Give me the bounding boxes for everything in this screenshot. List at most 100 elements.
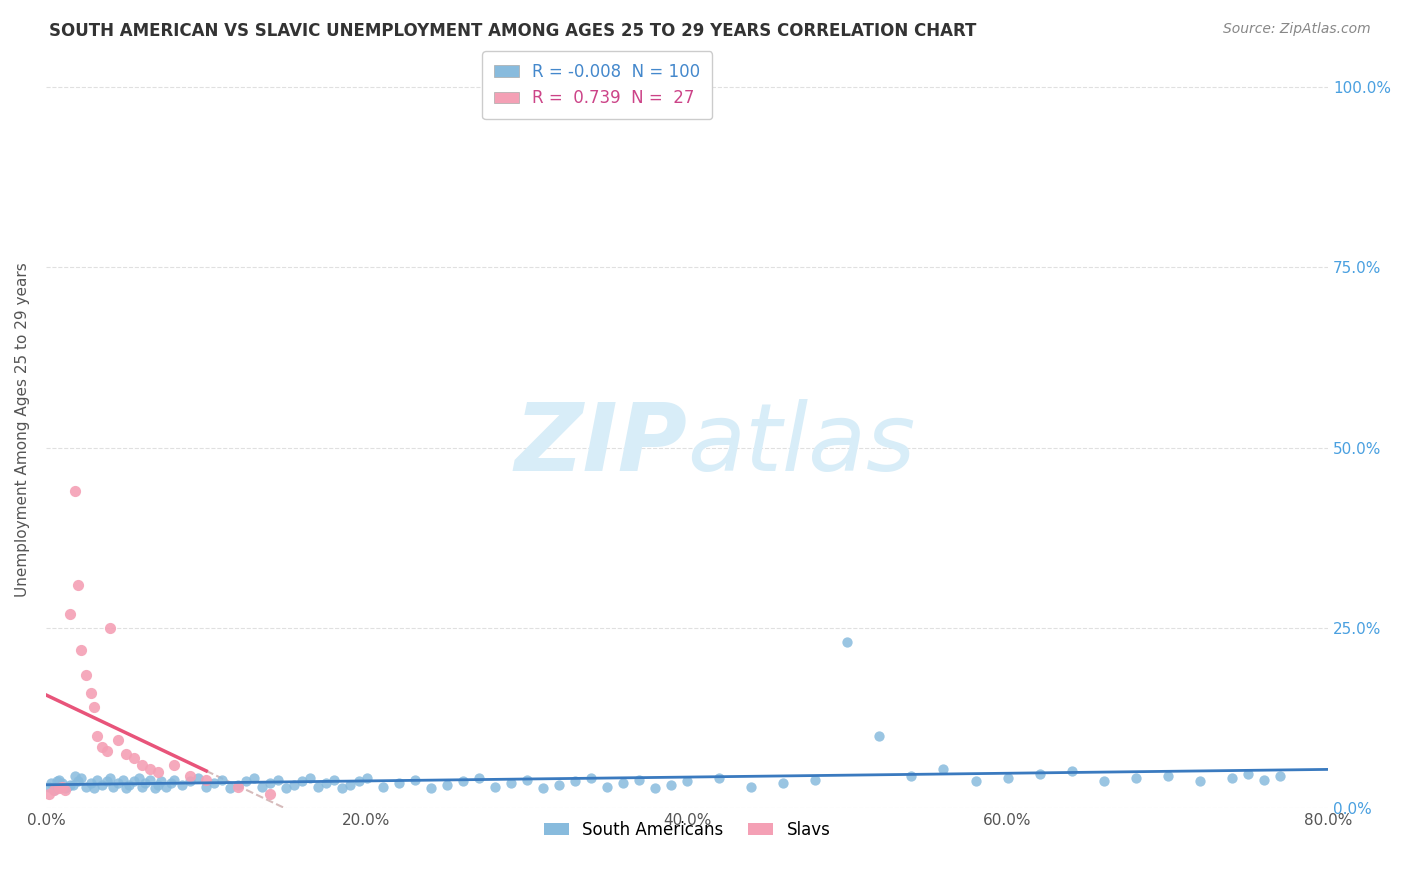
- Point: [51, 776, 73, 790]
- Point: [63, 483, 86, 498]
- Point: [179, 774, 201, 789]
- Point: [612, 776, 634, 790]
- Point: [202, 776, 225, 790]
- Point: [59, 607, 82, 621]
- Point: [579, 771, 602, 785]
- Point: [179, 769, 201, 783]
- Point: [131, 758, 153, 772]
- Point: [1028, 766, 1050, 780]
- Point: [107, 732, 129, 747]
- Point: [75, 668, 97, 682]
- Point: [83, 700, 105, 714]
- Point: [107, 776, 129, 790]
- Point: [62, 778, 84, 792]
- Point: [307, 780, 329, 794]
- Point: [387, 776, 409, 790]
- Point: [80, 686, 103, 700]
- Point: [122, 774, 145, 789]
- Point: [356, 771, 378, 785]
- Point: [115, 781, 138, 796]
- Point: [195, 772, 218, 787]
- Point: [53, 781, 76, 796]
- Point: [868, 729, 890, 743]
- Point: [404, 772, 426, 787]
- Point: [219, 781, 242, 796]
- Point: [627, 772, 650, 787]
- Point: [56, 780, 79, 794]
- Legend: South Americans, Slavs: South Americans, Slavs: [537, 814, 837, 846]
- Point: [118, 778, 141, 792]
- Point: [128, 771, 150, 785]
- Point: [932, 762, 955, 776]
- Point: [1253, 772, 1275, 787]
- Point: [139, 772, 162, 787]
- Point: [332, 781, 354, 796]
- Point: [66, 774, 89, 789]
- Point: [1060, 764, 1083, 778]
- Point: [226, 778, 249, 792]
- Point: [86, 729, 108, 743]
- Point: [596, 780, 619, 794]
- Point: [96, 744, 118, 758]
- Point: [997, 771, 1019, 785]
- Point: [163, 758, 186, 772]
- Y-axis label: Unemployment Among Ages 25 to 29 years: Unemployment Among Ages 25 to 29 years: [15, 262, 30, 597]
- Point: [91, 778, 114, 792]
- Point: [150, 774, 173, 789]
- Point: [83, 781, 105, 796]
- Point: [70, 771, 93, 785]
- Point: [146, 778, 169, 792]
- Point: [38, 780, 60, 794]
- Point: [131, 780, 153, 794]
- Point: [96, 774, 118, 789]
- Point: [900, 769, 922, 783]
- Point: [111, 772, 134, 787]
- Point: [371, 780, 394, 794]
- Point: [259, 787, 281, 801]
- Point: [1157, 769, 1180, 783]
- Point: [484, 780, 506, 794]
- Point: [160, 776, 183, 790]
- Point: [436, 778, 458, 792]
- Point: [467, 771, 489, 785]
- Text: SOUTH AMERICAN VS SLAVIC UNEMPLOYMENT AMONG AGES 25 TO 29 YEARS CORRELATION CHAR: SOUTH AMERICAN VS SLAVIC UNEMPLOYMENT AM…: [49, 22, 977, 40]
- Point: [53, 783, 76, 797]
- Point: [46, 774, 69, 789]
- Point: [243, 771, 266, 785]
- Point: [146, 765, 169, 780]
- Point: [51, 780, 73, 794]
- Point: [103, 780, 125, 794]
- Point: [172, 778, 194, 792]
- Point: [235, 774, 257, 789]
- Point: [134, 776, 156, 790]
- Point: [70, 642, 93, 657]
- Point: [547, 778, 569, 792]
- Point: [1125, 771, 1147, 785]
- Point: [676, 774, 699, 789]
- Point: [163, 772, 186, 787]
- Point: [38, 787, 60, 801]
- Point: [39, 776, 62, 790]
- Point: [499, 776, 522, 790]
- Point: [291, 774, 314, 789]
- Point: [1092, 774, 1115, 789]
- Point: [98, 771, 121, 785]
- Point: [315, 776, 337, 790]
- Point: [419, 781, 441, 796]
- Point: [139, 762, 162, 776]
- Point: [299, 771, 322, 785]
- Point: [195, 780, 218, 794]
- Point: [115, 747, 138, 762]
- Point: [48, 781, 70, 796]
- Point: [259, 776, 281, 790]
- Point: [48, 772, 70, 787]
- Point: [211, 772, 233, 787]
- Point: [252, 780, 274, 794]
- Point: [75, 780, 97, 794]
- Point: [283, 778, 305, 792]
- Text: atlas: atlas: [688, 400, 915, 491]
- Point: [323, 772, 346, 787]
- Point: [42, 783, 65, 797]
- Point: [98, 621, 121, 635]
- Point: [187, 771, 209, 785]
